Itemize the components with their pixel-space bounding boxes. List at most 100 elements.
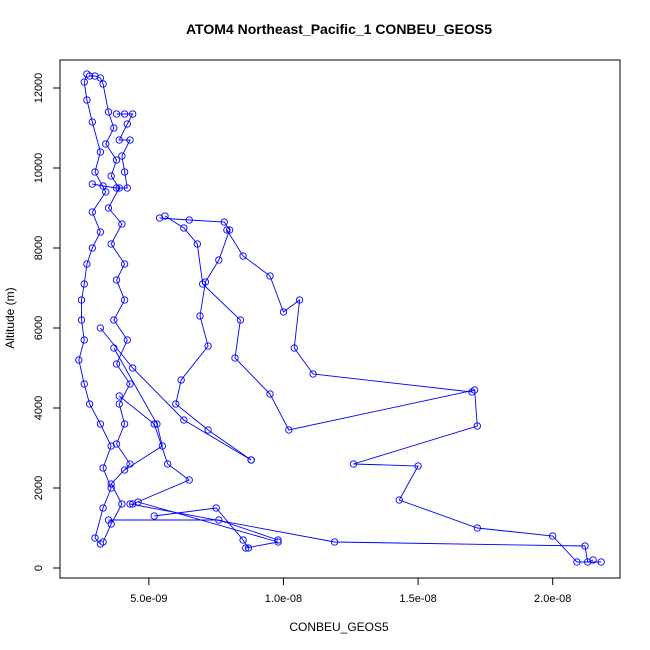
chart-title: ATOM4 Northeast_Pacific_1 CONBEU_GEOS5 [186, 21, 492, 37]
data-point [177, 376, 185, 384]
data-point [123, 336, 131, 344]
data-point [110, 316, 118, 324]
data-point [112, 156, 121, 164]
data-point [115, 392, 123, 400]
data-point [589, 556, 597, 564]
y-tick-label: 6000 [33, 316, 45, 340]
data-point [85, 72, 94, 80]
series-line [154, 507, 249, 549]
y-tick-label: 10000 [33, 153, 45, 184]
data-point [96, 148, 105, 156]
series-8 [161, 212, 605, 566]
data-point [107, 172, 115, 180]
series-2 [85, 72, 134, 546]
data-point [279, 308, 288, 316]
series-5 [110, 344, 166, 474]
data-point [239, 252, 247, 260]
series-9 [223, 226, 476, 396]
data-point [112, 360, 121, 368]
data-point [239, 536, 247, 544]
y-tick-label: 4000 [33, 396, 45, 420]
series-layer [75, 70, 605, 566]
data-point [104, 516, 113, 524]
data-point [266, 390, 274, 398]
series-line [100, 327, 252, 461]
data-point [223, 226, 231, 234]
data-point [85, 400, 94, 408]
data-point [107, 480, 115, 488]
data-point [204, 342, 212, 350]
data-point [395, 496, 403, 504]
data-point [244, 544, 253, 552]
data-point [236, 316, 245, 324]
data-point [285, 426, 293, 434]
data-point [123, 120, 131, 128]
series-4 [96, 324, 255, 464]
data-point [150, 512, 158, 520]
series-line [226, 229, 472, 393]
data-point [185, 476, 193, 484]
data-point [96, 228, 105, 236]
data-point [220, 218, 228, 226]
data-point [185, 216, 193, 224]
data-point [180, 224, 188, 232]
data-point [330, 538, 339, 546]
data-point [88, 118, 96, 126]
data-point [80, 336, 88, 344]
x-tick-label: 2.0e-08 [534, 593, 571, 605]
data-point [112, 440, 121, 448]
data-point [549, 532, 557, 540]
data-point [104, 204, 113, 212]
data-point [110, 344, 118, 352]
data-point [99, 80, 107, 88]
data-point [99, 504, 107, 512]
x-axis-label: CONBEU_GEOS5 [289, 620, 389, 634]
data-point [309, 370, 317, 378]
data-point [129, 364, 137, 372]
data-point [115, 136, 123, 144]
data-point [468, 388, 476, 396]
data-point [80, 78, 88, 86]
data-point [150, 420, 158, 428]
data-point [112, 276, 121, 284]
data-point [75, 356, 83, 364]
data-point [473, 422, 481, 430]
series-7 [155, 214, 255, 464]
data-point [295, 296, 304, 304]
data-point [83, 96, 91, 104]
data-point [120, 110, 129, 118]
data-point [126, 136, 134, 144]
y-axis: 0 2000 4000 6000 8000 10000 12000 [33, 73, 61, 571]
y-tick-label: 0 [33, 565, 45, 571]
data-point [126, 460, 134, 468]
data-point [266, 272, 274, 280]
data-point [77, 316, 86, 324]
series-11 [150, 504, 253, 552]
data-point [414, 462, 422, 470]
series-line [89, 75, 131, 543]
data-point [199, 280, 207, 288]
data-point [83, 260, 91, 268]
data-point [80, 380, 88, 388]
data-point [118, 500, 126, 508]
data-point [597, 558, 605, 566]
y-tick-label: 8000 [33, 236, 45, 260]
data-point [573, 558, 581, 566]
data-point [77, 296, 86, 304]
data-point [120, 168, 129, 176]
data-point [118, 152, 126, 160]
data-point [123, 184, 131, 192]
x-axis: 5.0e-09 1.0e-08 1.5e-08 2.0e-08 [130, 577, 571, 605]
data-point [104, 108, 113, 116]
data-point [80, 280, 88, 288]
y-axis-label: Altitude (m) [3, 287, 17, 348]
series-line [118, 395, 191, 505]
data-point [99, 182, 107, 190]
series-line [137, 501, 279, 549]
data-point [102, 140, 110, 148]
data-point [99, 538, 107, 546]
data-point [115, 400, 123, 408]
data-point [247, 456, 255, 464]
data-point [129, 110, 137, 118]
